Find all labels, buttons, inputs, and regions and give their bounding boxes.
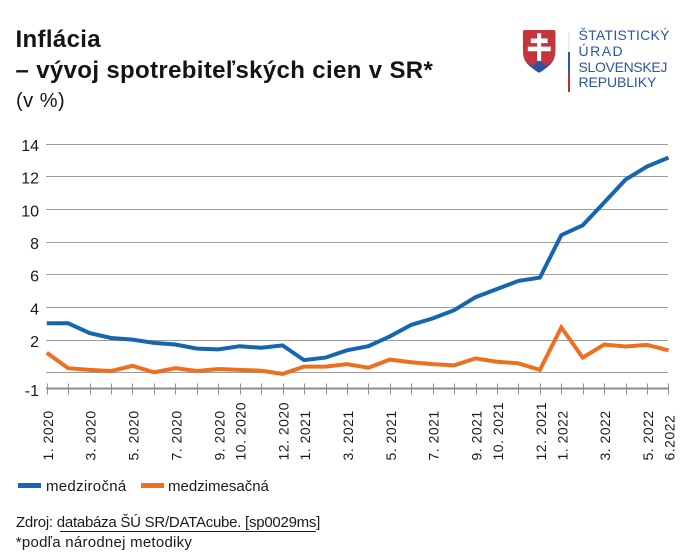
svg-text:10. 2021: 10. 2021 <box>490 402 506 461</box>
svg-text:-1: -1 <box>25 383 39 400</box>
svg-text:2: 2 <box>30 334 39 351</box>
svg-text:9. 2020: 9. 2020 <box>211 410 227 460</box>
svg-text:4: 4 <box>30 301 39 318</box>
svg-text:5. 2022: 5. 2022 <box>640 410 656 460</box>
svg-text:10. 2020: 10. 2020 <box>233 402 249 461</box>
svg-text:6.2022: 6.2022 <box>662 415 678 461</box>
svg-text:9. 2021: 9. 2021 <box>469 410 485 460</box>
svg-text:8: 8 <box>30 236 39 253</box>
svg-text:12: 12 <box>21 171 39 188</box>
svg-text:1. 2022: 1. 2022 <box>554 410 570 460</box>
svg-text:12. 2021: 12. 2021 <box>533 402 549 461</box>
svg-text:12. 2020: 12. 2020 <box>276 402 292 461</box>
svg-text:6: 6 <box>30 269 39 286</box>
svg-text:14: 14 <box>21 138 39 155</box>
svg-text:3. 2020: 3. 2020 <box>83 410 99 460</box>
svg-text:7. 2021: 7. 2021 <box>426 410 442 460</box>
svg-text:5. 2021: 5. 2021 <box>383 410 399 460</box>
svg-text:7. 2020: 7. 2020 <box>168 410 184 460</box>
svg-text:3. 2022: 3. 2022 <box>597 410 613 460</box>
svg-text:5. 2020: 5. 2020 <box>126 410 142 460</box>
svg-text:3. 2021: 3. 2021 <box>340 410 356 460</box>
svg-text:10: 10 <box>21 203 39 220</box>
svg-text:1. 2020: 1. 2020 <box>40 410 56 460</box>
svg-text:1. 2021: 1. 2021 <box>297 410 313 460</box>
